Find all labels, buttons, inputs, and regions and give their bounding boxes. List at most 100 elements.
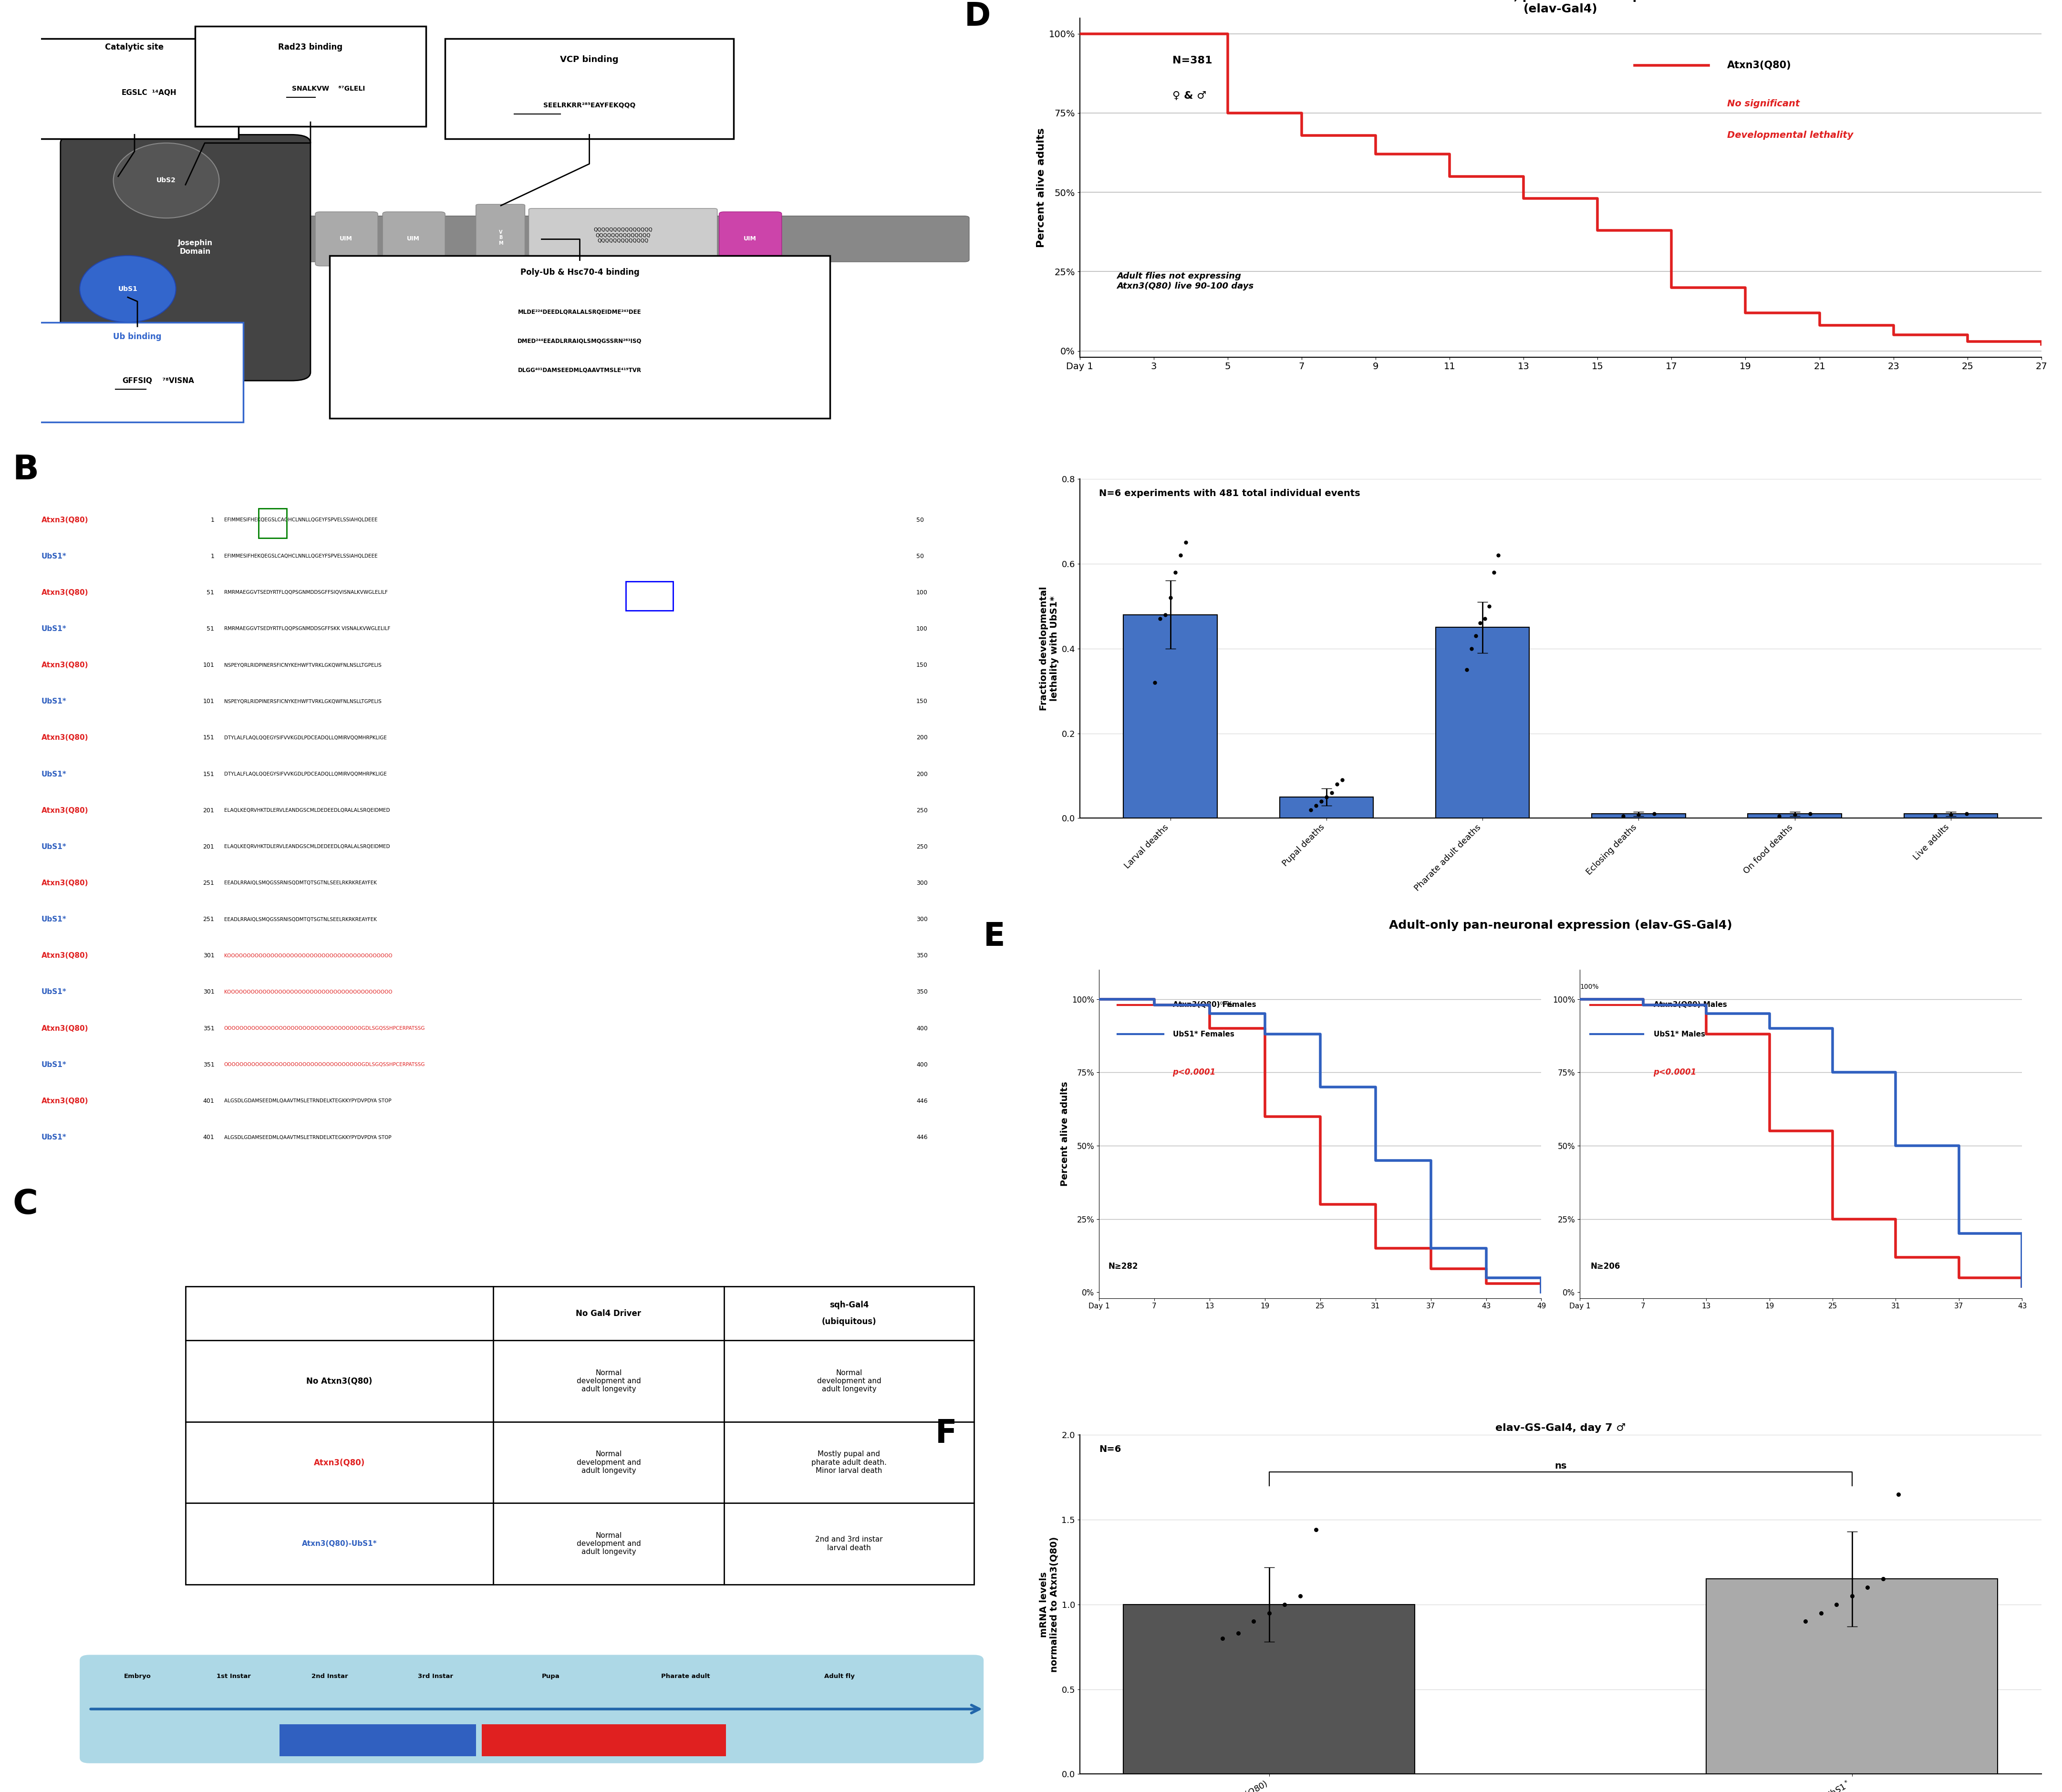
Text: ALGSDLGDAMSEEDMLQAAVTMSLETRNDELKTEGKKYPYDVPDYA STOP: ALGSDLGDAMSEEDMLQAAVTMSLETRNDELKTEGKKYPY… <box>225 1098 392 1104</box>
Text: Atxn3(Q80): Atxn3(Q80) <box>41 516 89 523</box>
Point <box>1606 801 1639 830</box>
Text: UbS1*: UbS1* <box>41 697 66 704</box>
Point <box>1254 1598 1287 1627</box>
Text: 51: 51 <box>206 625 214 633</box>
Text: ⁸⁷GLELI: ⁸⁷GLELI <box>311 86 365 91</box>
Text: N=6 experiments with 481 total individual events: N=6 experiments with 481 total individua… <box>1099 489 1361 498</box>
Point <box>1305 787 1338 815</box>
Ellipse shape <box>80 256 175 323</box>
FancyBboxPatch shape <box>196 27 427 125</box>
Point <box>1159 557 1192 586</box>
Text: E: E <box>984 921 1006 953</box>
Text: UbS1*: UbS1* <box>41 1134 66 1142</box>
Point <box>1821 1590 1854 1618</box>
Point <box>1883 1480 1916 1509</box>
Text: ⁷⁸VISNA: ⁷⁸VISNA <box>138 376 194 383</box>
Text: Developmental lethality: Developmental lethality <box>1728 131 1854 140</box>
Point <box>1316 778 1349 806</box>
Bar <box>1435 627 1530 819</box>
Text: Atxn3(Q80): Atxn3(Q80) <box>41 735 89 742</box>
Bar <box>1124 615 1217 819</box>
Point <box>1320 771 1353 799</box>
Point <box>1637 799 1670 828</box>
Text: Poly-Ub & Hsc70-4 binding: Poly-Ub & Hsc70-4 binding <box>520 269 639 276</box>
Y-axis label: Percent alive adults: Percent alive adults <box>1037 127 1045 247</box>
Point <box>1460 622 1493 650</box>
Text: KOOOOOOOOOOOOOOOOOOOOOOOOOOOOOOOOOOOOOOOOOO: KOOOOOOOOOOOOOOOOOOOOOOOOOOOOOOOOOOOOOOO… <box>225 989 392 995</box>
Text: Atxn3(Q80): Atxn3(Q80) <box>41 806 89 814</box>
Point <box>1155 584 1188 613</box>
Text: B: B <box>12 453 39 487</box>
Text: F: F <box>936 1417 957 1450</box>
FancyBboxPatch shape <box>330 256 829 418</box>
Text: 2nd Instar: 2nd Instar <box>311 1674 348 1679</box>
Point <box>1835 1582 1868 1611</box>
Text: 150: 150 <box>916 699 928 704</box>
Text: KOOOOOOOOOOOOOOOOOOOOOOOOOOOOOOOOOOOOOOOOOO: KOOOOOOOOOOOOOOOOOOOOOOOOOOOOOOOOOOOOOOO… <box>225 953 392 959</box>
FancyBboxPatch shape <box>483 1724 726 1756</box>
Text: 50: 50 <box>916 516 924 523</box>
Text: No Gal4 Driver: No Gal4 Driver <box>575 1310 641 1317</box>
Y-axis label: mRNA levels
normalized to Atxn3(Q80): mRNA levels normalized to Atxn3(Q80) <box>1039 1536 1058 1672</box>
Text: 200: 200 <box>916 771 928 778</box>
Text: Atxn3(Q80): Atxn3(Q80) <box>41 590 89 597</box>
Text: UIM: UIM <box>744 237 757 242</box>
Text: (ubiquitous): (ubiquitous) <box>821 1317 876 1326</box>
Bar <box>1903 814 1998 819</box>
Point <box>1866 1564 1899 1593</box>
Text: Atxn3(Q80)-UbS1*: Atxn3(Q80)-UbS1* <box>301 1539 377 1546</box>
Text: 400: 400 <box>916 1025 928 1032</box>
Text: C: C <box>12 1188 37 1220</box>
Y-axis label: Fraction developmental
lethality with UbS1*: Fraction developmental lethality with Ub… <box>1039 586 1060 711</box>
Text: Atxn3(Q80) lethality: Atxn3(Q80) lethality <box>569 1738 637 1744</box>
Text: Normal
development and
adult longevity: Normal development and adult longevity <box>577 1532 641 1555</box>
Text: 101: 101 <box>202 699 214 704</box>
Text: 400: 400 <box>916 1061 928 1068</box>
Ellipse shape <box>113 143 219 219</box>
Text: N=381: N=381 <box>1171 56 1212 66</box>
Text: No Atxn3(Q80): No Atxn3(Q80) <box>307 1376 373 1385</box>
Text: D: D <box>965 2 992 32</box>
Text: Rad23 binding: Rad23 binding <box>278 43 342 52</box>
Text: ns: ns <box>1555 1462 1567 1471</box>
Text: EFIMMESIFHEKQEGSLCAQHCLNNLLQGEYFSPVELSSIAHQLDEEE: EFIMMESIFHEKQEGSLCAQHCLNNLLQGEYFSPVELSSI… <box>225 518 377 521</box>
Text: Catalytic site: Catalytic site <box>105 43 163 52</box>
Text: UbS1*: UbS1* <box>41 844 66 851</box>
Point <box>1456 634 1489 663</box>
Text: 250: 250 <box>916 808 928 814</box>
Point <box>1268 1590 1301 1618</box>
FancyBboxPatch shape <box>384 211 445 265</box>
Title: Constitutive, pan-neuronal expression
(elav-Gal4): Constitutive, pan-neuronal expression (e… <box>1431 0 1691 14</box>
Text: Atxn3(Q80): Atxn3(Q80) <box>313 1459 365 1466</box>
Point <box>1852 1573 1885 1602</box>
FancyBboxPatch shape <box>80 1654 984 1763</box>
Text: 251: 251 <box>202 916 214 923</box>
Text: Normal
development and
adult longevity: Normal development and adult longevity <box>577 1369 641 1392</box>
Text: Pharate adult: Pharate adult <box>662 1674 709 1679</box>
Text: Pupa: Pupa <box>542 1674 561 1679</box>
Text: 301: 301 <box>202 953 214 959</box>
Text: Atxn3(Q80): Atxn3(Q80) <box>41 880 89 887</box>
Text: Mostly pupal and
pharate adult death.
Minor larval death: Mostly pupal and pharate adult death. Mi… <box>810 1450 887 1475</box>
Text: Atxn3(Q80): Atxn3(Q80) <box>1728 61 1792 70</box>
Text: 300: 300 <box>916 880 928 887</box>
Text: 100: 100 <box>916 625 928 633</box>
Text: ELAQLKEQRVHKTDLERVLEANDGSCMLDEDEEDLQRALALSRQEIDMED: ELAQLKEQRVHKTDLERVLEANDGSCMLDEDEEDLQRALA… <box>225 808 390 814</box>
Point <box>1804 1598 1837 1627</box>
Bar <box>1749 814 1841 819</box>
FancyBboxPatch shape <box>31 323 243 423</box>
Text: 100: 100 <box>916 590 928 595</box>
Point <box>1450 656 1483 685</box>
Text: ¹⁴AQH: ¹⁴AQH <box>134 90 177 97</box>
Text: 301: 301 <box>202 989 214 995</box>
Text: SEELRKRR²⁸⁵EAYFEKQQQ: SEELRKRR²⁸⁵EAYFEKQQQ <box>542 102 635 109</box>
Text: EGSLC: EGSLC <box>122 90 148 97</box>
Text: NSPEYQRLRIDPINERSFICNYKEHWFTVRKLGKQWFNLNSLLTGPELIS: NSPEYQRLRIDPINERSFICNYKEHWFTVRKLGKQWFNLN… <box>225 699 381 704</box>
Text: QQQQQQQQQQQQQQQ
QQQQQQQQQQQQQQ
QQQQQQQQQQQQQ: QQQQQQQQQQQQQQQ QQQQQQQQQQQQQQ QQQQQQQQQ… <box>594 228 652 244</box>
Text: UIM: UIM <box>340 237 353 242</box>
Text: UbS1*: UbS1* <box>41 771 66 778</box>
FancyBboxPatch shape <box>528 208 718 263</box>
Point <box>1326 765 1359 794</box>
Text: UbS1*: UbS1* <box>41 552 66 559</box>
FancyBboxPatch shape <box>476 204 526 271</box>
